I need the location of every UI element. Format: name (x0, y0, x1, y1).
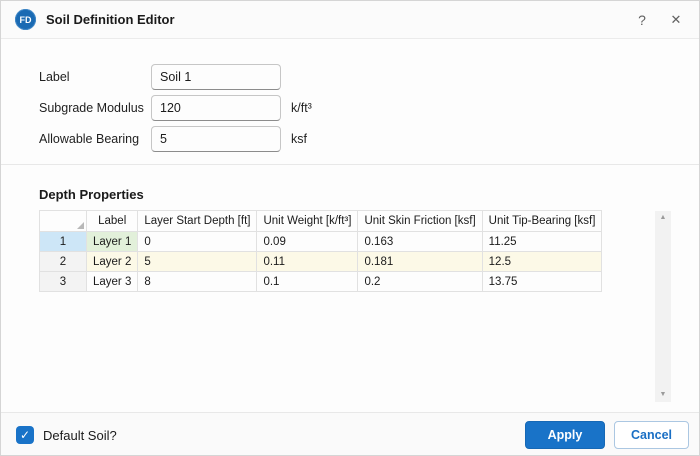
cell-tip-bearing[interactable]: 12.5 (481, 251, 603, 272)
subgrade-modulus-caption: Subgrade Modulus (39, 101, 144, 115)
cell-skin-friction[interactable]: 0.181 (357, 251, 483, 272)
depth-properties-title: Depth Properties (39, 187, 144, 202)
allowable-bearing-caption: Allowable Bearing (39, 132, 140, 146)
select-all-corner-cell[interactable] (39, 210, 87, 232)
app-icon-text: FD (19, 14, 32, 25)
column-header-label[interactable]: Label (85, 210, 139, 232)
close-button[interactable]: ✕ (659, 1, 693, 39)
table-vertical-scrollbar[interactable]: ▲ ▼ (655, 211, 671, 402)
checkmark-icon: ✓ (19, 428, 31, 442)
column-header-unit-skin-friction[interactable]: Unit Skin Friction [ksf] (357, 210, 483, 232)
allowable-bearing-input[interactable] (151, 126, 281, 152)
form-row-allowable-bearing: Allowable Bearing ksf (39, 126, 312, 152)
cell-tip-bearing[interactable]: 11.25 (481, 231, 603, 252)
cell-start-depth[interactable]: 5 (137, 251, 258, 272)
form-table-divider (1, 164, 699, 165)
help-button[interactable]: ? (625, 1, 659, 39)
corner-triangle-icon (77, 222, 84, 229)
row-header[interactable]: 1 (39, 231, 87, 252)
cell-start-depth[interactable]: 8 (137, 271, 258, 292)
app-icon: FD (15, 9, 36, 30)
default-soil-checkbox[interactable]: ✓ (16, 426, 34, 444)
dialog-footer: ✓ Default Soil? Apply Cancel (1, 412, 699, 455)
depth-properties-table: Label Layer Start Depth [ft] Unit Weight… (39, 210, 603, 292)
cell-unit-weight[interactable]: 0.09 (256, 231, 359, 252)
soil-form: Label Subgrade Modulus k/ft³ Allowable B… (39, 64, 312, 157)
column-header-unit-weight[interactable]: Unit Weight [k/ft³] (256, 210, 359, 232)
cell-skin-friction[interactable]: 0.2 (357, 271, 483, 292)
cell-start-depth[interactable]: 0 (137, 231, 258, 252)
table-row: 2 Layer 2 5 0.11 0.181 12.5 (39, 251, 603, 272)
cell-label[interactable]: Layer 2 (85, 251, 139, 272)
allowable-bearing-unit: ksf (291, 132, 307, 146)
cell-label[interactable]: Layer 3 (85, 271, 139, 292)
scroll-down-icon[interactable]: ▼ (659, 391, 667, 398)
subgrade-modulus-input[interactable] (151, 95, 281, 121)
help-icon: ? (638, 11, 646, 28)
column-header-layer-start-depth[interactable]: Layer Start Depth [ft] (137, 210, 258, 232)
cancel-button[interactable]: Cancel (614, 421, 689, 449)
title-bar: FD Soil Definition Editor ? ✕ (1, 1, 699, 39)
subgrade-modulus-unit: k/ft³ (291, 101, 312, 115)
window-title: Soil Definition Editor (46, 12, 175, 27)
cell-label[interactable]: Layer 1 (85, 231, 139, 252)
label-field-caption: Label (39, 70, 70, 84)
scroll-up-icon[interactable]: ▲ (659, 214, 667, 221)
cell-unit-weight[interactable]: 0.1 (256, 271, 359, 292)
table-header-row: Label Layer Start Depth [ft] Unit Weight… (39, 210, 603, 232)
close-icon: ✕ (670, 11, 682, 27)
label-input[interactable] (151, 64, 281, 90)
default-soil-label: Default Soil? (43, 427, 117, 443)
cell-unit-weight[interactable]: 0.11 (256, 251, 359, 272)
form-row-label: Label (39, 64, 312, 90)
row-header[interactable]: 3 (39, 271, 87, 292)
table-row: 1 Layer 1 0 0.09 0.163 11.25 (39, 231, 603, 252)
row-header[interactable]: 2 (39, 251, 87, 272)
cell-tip-bearing[interactable]: 13.75 (481, 271, 603, 292)
cell-skin-friction[interactable]: 0.163 (357, 231, 483, 252)
form-row-subgrade-modulus: Subgrade Modulus k/ft³ (39, 95, 312, 121)
column-header-unit-tip-bearing[interactable]: Unit Tip-Bearing [ksf] (481, 210, 603, 232)
apply-button[interactable]: Apply (525, 421, 605, 449)
table-row: 3 Layer 3 8 0.1 0.2 13.75 (39, 271, 603, 292)
